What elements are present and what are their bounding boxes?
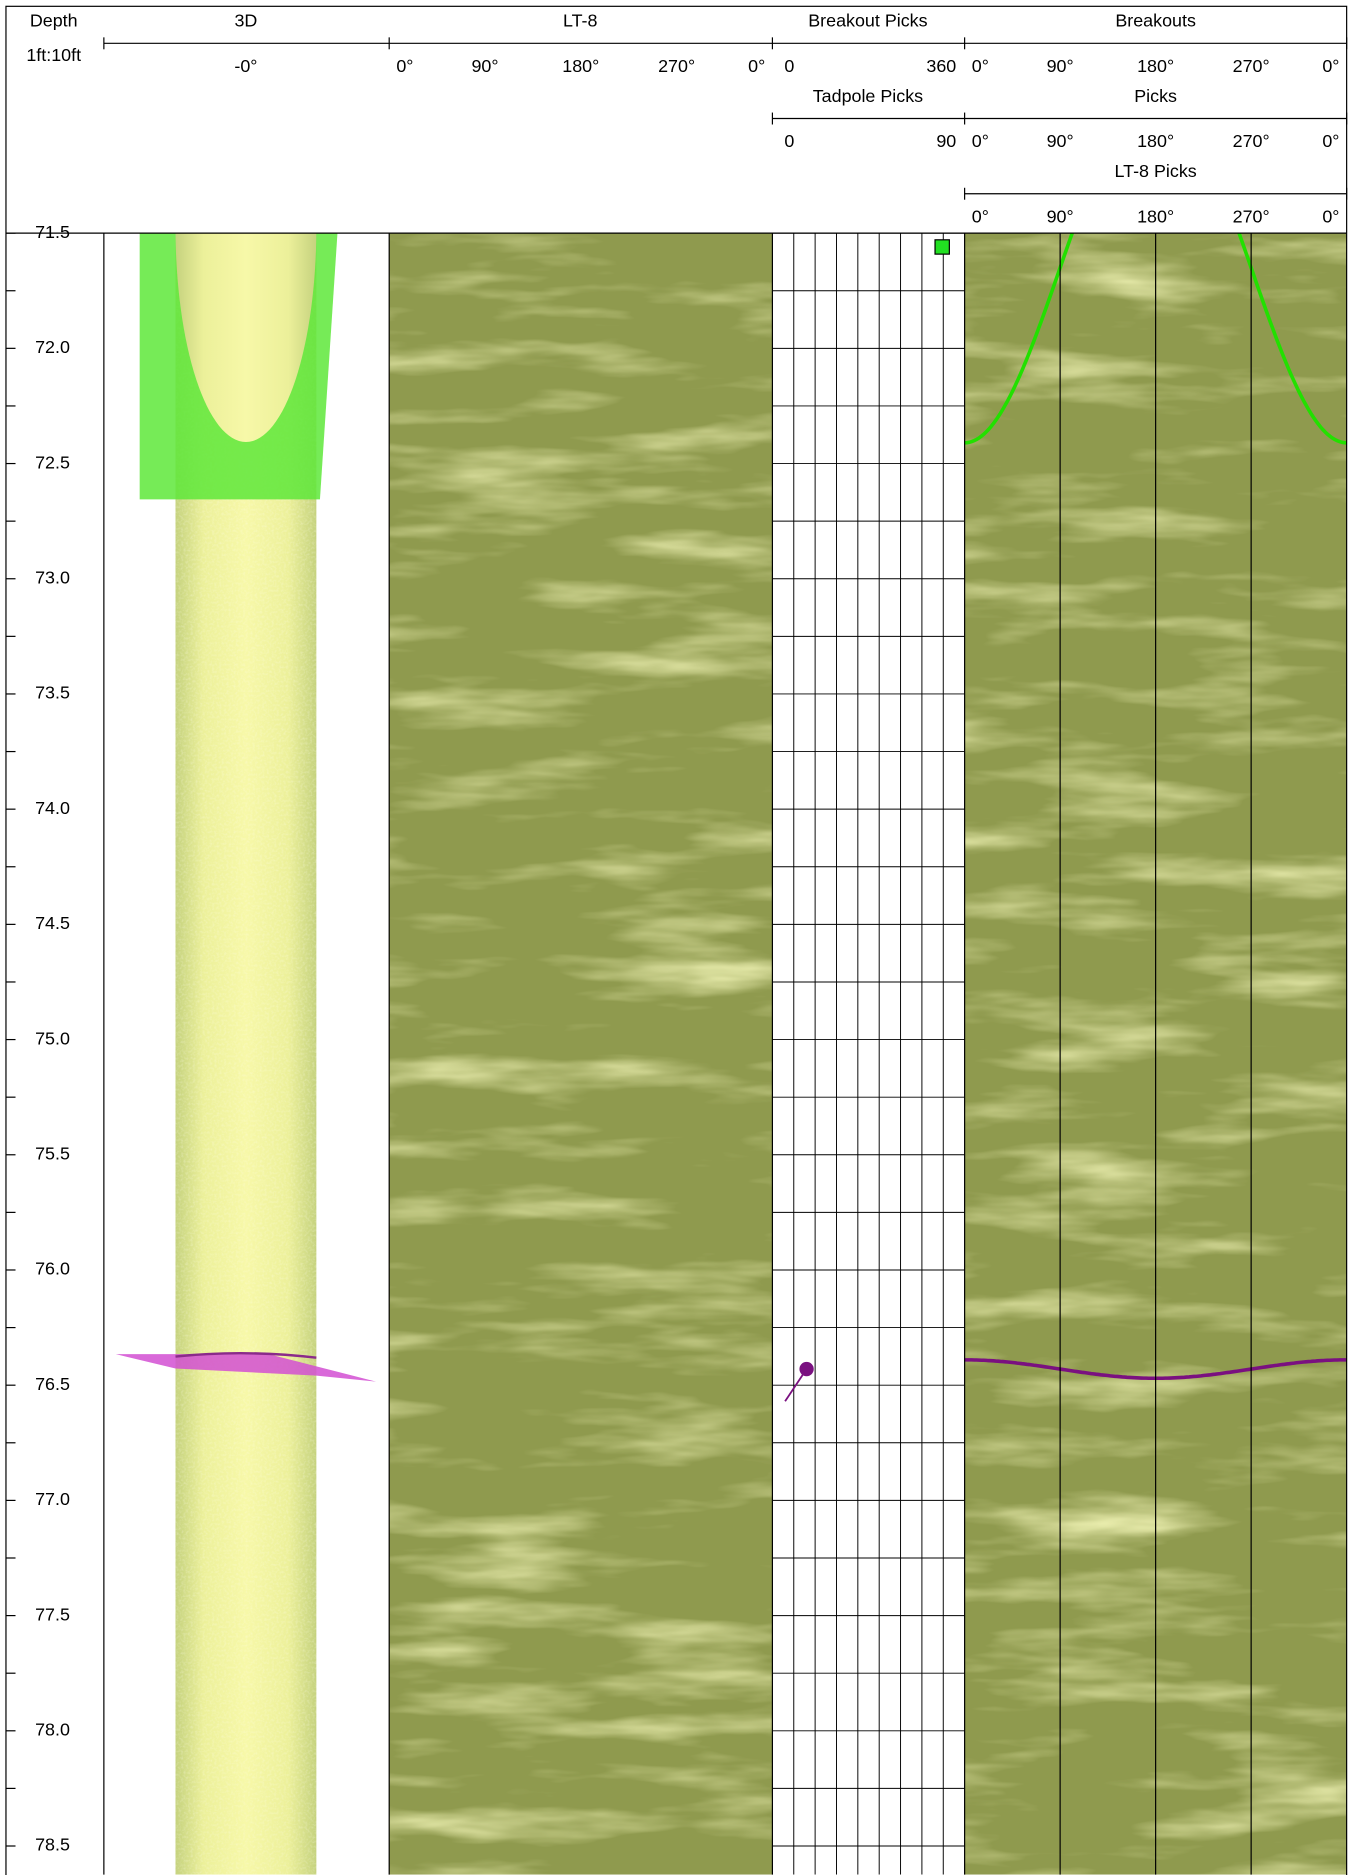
header-scale: 0° [972,206,989,226]
header-title: LT-8 [563,11,598,31]
header-scale: 0° [396,56,413,76]
header-scale: 180° [1137,56,1174,76]
header: Depth 1ft:10ft 3D -0° LT-8 Breakout Pick… [26,11,1348,200]
plane [115,1354,377,1382]
depth-label: 78.5 [35,1835,70,1855]
rulers [103,37,1348,200]
depth-label: 73.5 [35,683,70,703]
header-scale: -0° [234,56,257,76]
depth-label: 76.5 [35,1374,70,1394]
frame [5,5,1348,1875]
header-title: Tadpole Picks [813,86,923,106]
breakout-pick [934,239,950,255]
header-scale: 1ft:10ft [26,45,81,65]
depth-label: 74.5 [35,913,70,933]
depth-label: 72.5 [35,452,70,472]
header-title: Depth [30,11,78,31]
header-scale: 270° [1233,56,1270,76]
header-scale: 0 [784,131,794,151]
header-scale: 0 [784,56,794,76]
overlays [772,233,1347,1875]
header-scale: 270° [658,56,695,76]
header-scale: 90° [471,56,498,76]
header-scale: 0° [1322,56,1339,76]
depth-label: 76.0 [35,1259,70,1279]
tadpole [799,1361,814,1377]
header-scale: 270° [1233,131,1270,151]
header-scale: 270° [1233,206,1270,226]
image-texture [389,233,773,1875]
header-scale: 90° [1047,206,1074,226]
header-scale: 180° [562,56,599,76]
depth-label: 78.0 [35,1720,70,1740]
body [115,233,1347,1875]
depth-label: 71.5 [35,222,70,242]
header-scale: 0° [1322,206,1339,226]
header-scale: 0° [748,56,765,76]
depth-label: 73.0 [35,567,70,587]
depth-label: 77.5 [35,1604,70,1624]
header-scale: 90° [1047,56,1074,76]
depth-label: 75.5 [35,1144,70,1164]
header-scale: 180° [1137,206,1174,226]
breakout-core [175,233,317,442]
header-scale: 0° [972,56,989,76]
plane-edge [175,1352,317,1359]
header-scale: 0° [1322,131,1339,151]
header-title: LT-8 Picks [1115,161,1197,181]
depth-label: 75.0 [35,1028,70,1048]
header-title: 3D [234,11,257,31]
depth-label: 74.0 [35,798,70,818]
header-scale: 180° [1137,131,1174,151]
header-scale: 0° [972,131,989,151]
sinusoid-pick [964,233,1347,445]
header-scale: 360 [926,56,956,76]
header-title: Breakout Picks [808,11,927,31]
cylinder-texture [175,233,317,1875]
depth-label: 77.0 [35,1489,70,1509]
depth-label: 72.0 [35,337,70,357]
header-scale: 90° [1047,131,1074,151]
header-title: Picks [1134,86,1177,106]
header-title: Breakouts [1115,11,1196,31]
header-scale: 90 [936,131,956,151]
